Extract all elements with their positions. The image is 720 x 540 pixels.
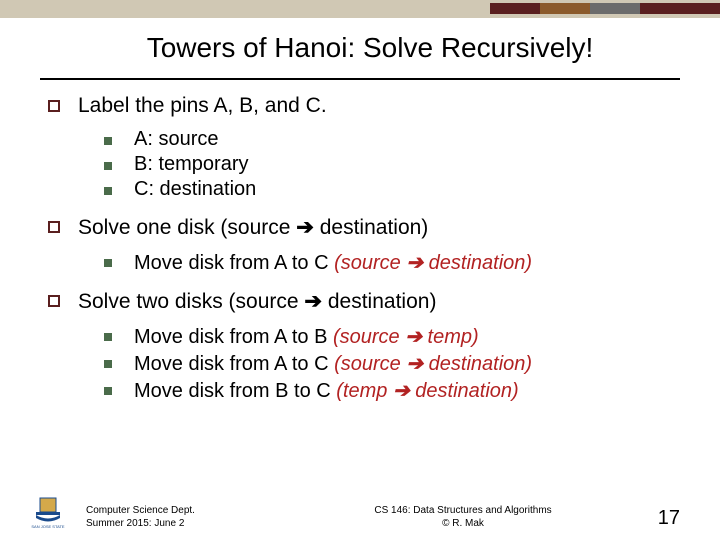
solid-square-bullet-icon [104,259,112,267]
footer-center: CS 146: Data Structures and Algorithms ©… [286,504,640,530]
solid-square-bullet-icon [104,333,112,341]
move-text: Move disk from A to B [134,326,333,348]
accent-seg-1 [490,3,540,14]
sjsu-logo-icon: SAN JOSE STATE [30,494,66,530]
accent-seg-2 [540,3,590,14]
arrow-icon: ➔ [393,380,410,402]
level2-item: Move disk from A to C (source ➔ destinat… [104,250,680,275]
solid-square-bullet-icon [104,387,112,395]
solid-square-bullet-icon [104,162,112,170]
level2-text: B: temporary [134,153,248,176]
arrow-icon: ➔ [406,353,423,375]
level1-text: Label the pins A, B, and C. [78,94,327,118]
footer-left: Computer Science Dept. Summer 2015: June… [86,504,286,530]
arrow-icon: ➔ [296,216,314,239]
level2-text: Move disk from A to B (source ➔ temp) [134,324,479,349]
italic-annotation: (temp ➔ destination) [336,380,518,402]
footer-date: Summer 2015: June 2 [86,517,286,530]
arrow-icon: ➔ [406,252,423,274]
level1-item: Solve two disks (source ➔ destination) M… [48,289,680,403]
level2-text: Move disk from A to C (source ➔ destinat… [134,351,532,376]
solid-square-bullet-icon [104,137,112,145]
page-number: 17 [640,507,680,530]
arrow-icon: ➔ [405,326,422,348]
accent-seg-4 [640,3,720,14]
level2-item: B: temporary [104,153,680,176]
level2-list: Move disk from A to C (source ➔ destinat… [104,250,680,275]
footer-course: CS 146: Data Structures and Algorithms [286,504,640,517]
svg-text:SAN JOSE STATE: SAN JOSE STATE [31,524,65,529]
hollow-square-bullet-icon [48,100,60,112]
move-text: Move disk from A to C [134,252,334,274]
italic-annotation: (source ➔ temp) [333,326,479,348]
accent-seg-3 [590,3,640,14]
level1-text: Solve two disks (source ➔ destination) [78,289,436,314]
text-pre: Solve one disk (source [78,216,296,239]
level2-item: Move disk from A to B (source ➔ temp) [104,324,680,349]
text-post: destination) [314,216,428,239]
level1-text: Solve one disk (source ➔ destination) [78,215,428,240]
level1-item: Solve one disk (source ➔ destination) Mo… [48,215,680,275]
level2-item: C: destination [104,178,680,201]
text-post: destination) [322,290,436,313]
footer: SAN JOSE STATE Computer Science Dept. Su… [0,494,720,530]
slide-title: Towers of Hanoi: Solve Recursively! [60,32,680,64]
level2-list: A: source B: temporary C: destination [104,128,680,201]
level2-text: C: destination [134,178,256,201]
move-text: Move disk from B to C [134,380,336,402]
level2-item: A: source [104,128,680,151]
title-area: Towers of Hanoi: Solve Recursively! [0,18,720,70]
level1-list: Label the pins A, B, and C. A: source B:… [48,94,680,403]
level2-item: Move disk from A to C (source ➔ destinat… [104,351,680,376]
move-text: Move disk from A to C [134,353,334,375]
level2-item: Move disk from B to C (temp ➔ destinatio… [104,378,680,403]
level1-item: Label the pins A, B, and C. A: source B:… [48,94,680,201]
footer-dept: Computer Science Dept. [86,504,286,517]
solid-square-bullet-icon [104,187,112,195]
solid-square-bullet-icon [104,360,112,368]
top-accent-bar [0,0,720,18]
level2-text: Move disk from B to C (temp ➔ destinatio… [134,378,519,403]
hollow-square-bullet-icon [48,295,60,307]
italic-annotation: (source ➔ destination) [334,353,532,375]
arrow-icon: ➔ [304,290,322,313]
footer-copyright: © R. Mak [286,517,640,530]
text-pre: Solve two disks (source [78,290,304,313]
content-area: Label the pins A, B, and C. A: source B:… [0,80,720,403]
hollow-square-bullet-icon [48,221,60,233]
level2-list: Move disk from A to B (source ➔ temp) Mo… [104,324,680,403]
level2-text: Move disk from A to C (source ➔ destinat… [134,250,532,275]
top-accent-segments [490,3,720,14]
level2-text: A: source [134,128,218,151]
italic-annotation: (source ➔ destination) [334,252,532,274]
